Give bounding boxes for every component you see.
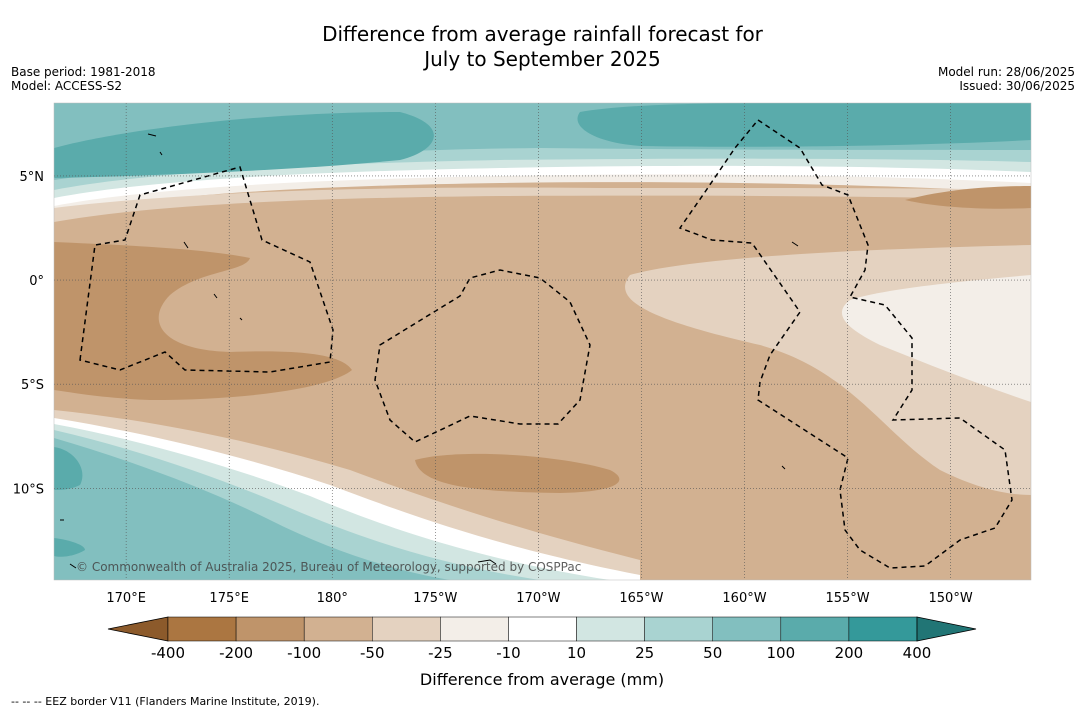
title-line-2: July to September 2025 (424, 47, 661, 71)
eez-border-west (79, 166, 334, 373)
map-frame (53, 102, 1032, 581)
colorbar-swatch (167, 616, 237, 642)
map-title: Difference from average rainfall forecas… (0, 22, 1085, 72)
colorbar-swatch (712, 616, 782, 642)
colorbar-swatch (644, 616, 713, 642)
dry-patch-west (54, 242, 352, 400)
colorbar-extend-low (107, 616, 169, 642)
colorbar-tick-label: -200 (219, 644, 253, 662)
colorbar-tick-label: -400 (151, 644, 185, 662)
eez-border-east (678, 118, 1013, 569)
map-panel: © Commonwealth of Australia 2025, Bureau… (54, 103, 1031, 580)
latitude-labels: 5°N 0° 5°S 10°S (13, 170, 44, 497)
colorbar-swatch (780, 616, 850, 642)
island-outlines (60, 133, 799, 569)
colorbar-tick-label: 25 (635, 644, 654, 662)
colorbar-tick-label: -50 (360, 644, 385, 662)
colorbar-tick-label: 10 (567, 644, 586, 662)
lat-label: 0° (29, 274, 44, 289)
lon-label: 170°E (106, 591, 146, 606)
lat-label: 5°S (21, 378, 44, 393)
colorbar-extend-high (916, 616, 977, 642)
colorbar-swatch (440, 616, 509, 642)
south-wet-100-200-a (54, 447, 83, 490)
colorbar: -400 -200 -100 -50 -25 -10 10 25 50 100 200 400 (107, 616, 977, 662)
lat-label: 5°N (20, 170, 45, 185)
colorbar-label: Difference from average (mm) (420, 670, 664, 689)
dry-patch-central (415, 453, 620, 493)
lon-label: 165°W (619, 591, 663, 606)
lon-label: 175°E (209, 591, 249, 606)
colorbar-swatch (576, 616, 645, 642)
colorbar-swatch (235, 616, 305, 642)
lon-label: 155°W (825, 591, 869, 606)
colorbar-tick-label: -10 (496, 644, 521, 662)
model-name: Model: ACCESS-S2 (11, 79, 123, 93)
colorbar-tick-label: -25 (428, 644, 453, 662)
lon-label: 175°W (413, 591, 457, 606)
model-run: Model run: 28/06/2025 (937, 65, 1075, 79)
lon-label: 150°W (929, 591, 973, 606)
north-wet-100-200-a (54, 112, 434, 178)
lon-label: 180° (317, 591, 348, 606)
south-wet-50-100 (54, 438, 450, 580)
longitude-labels: 170°E 175°E 180° 175°W 170°W 165°W 160°W 155°W 1… (106, 591, 972, 606)
colorbar-swatch (372, 616, 441, 642)
lon-label: 170°W (516, 591, 560, 606)
copyright-notice: © Commonwealth of Australia 2025, Bureau… (76, 560, 581, 574)
colorbar-tick-label: 50 (703, 644, 722, 662)
lon-label: 160°W (722, 591, 766, 606)
colorbar-swatch (303, 616, 373, 642)
colorbar-tick-label: 200 (835, 644, 864, 662)
north-dry-50-100 (54, 187, 1031, 222)
colorbar-swatch (508, 616, 577, 642)
colorbar-tick-label: 400 (903, 644, 932, 662)
east-wet-tongue-10-25 (841, 275, 1031, 402)
north-wet-100-200-b (577, 103, 1031, 147)
dry-patch-east (905, 186, 1031, 209)
colorbar-tick-label: -100 (287, 644, 321, 662)
eez-footnote: -- -- -- EEZ border V11 (Flanders Marine… (11, 695, 320, 708)
lat-label: 10°S (13, 482, 44, 497)
graticule (54, 103, 1031, 580)
issued-date: Issued: 30/06/2025 (959, 79, 1075, 93)
eez-border-central (374, 269, 591, 443)
meta-left: Base period: 1981-2018 Model: ACCESS-S2 (11, 65, 156, 93)
colorbar-swatch (848, 616, 918, 642)
colorbar-tick-label: 100 (766, 644, 795, 662)
base-period: Base period: 1981-2018 (11, 65, 156, 79)
meta-right: Model run: 28/06/2025 Issued: 30/06/2025 (938, 65, 1075, 93)
title-line-1: Difference from average rainfall forecas… (322, 22, 763, 46)
south-wet-100-200-b (54, 538, 85, 557)
